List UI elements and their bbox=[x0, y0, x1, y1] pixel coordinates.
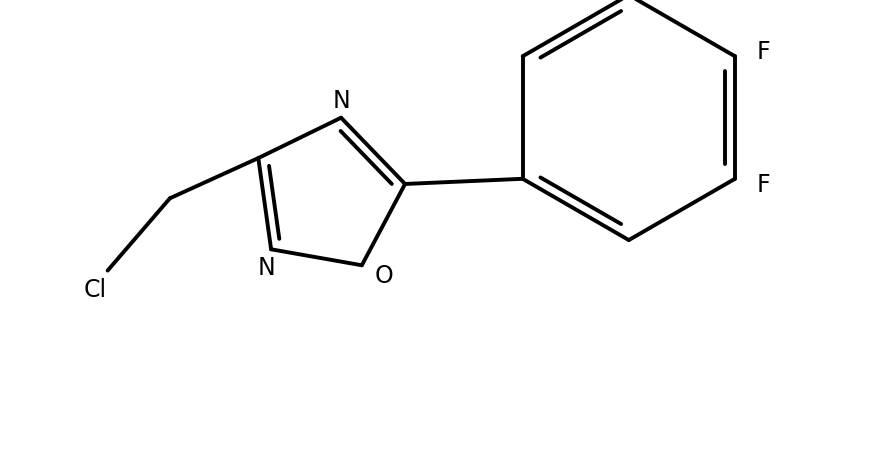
Text: F: F bbox=[757, 172, 771, 196]
Text: N: N bbox=[332, 88, 350, 112]
Text: O: O bbox=[375, 264, 393, 288]
Text: Cl: Cl bbox=[84, 277, 107, 301]
Text: F: F bbox=[757, 40, 771, 64]
Text: N: N bbox=[257, 256, 275, 280]
